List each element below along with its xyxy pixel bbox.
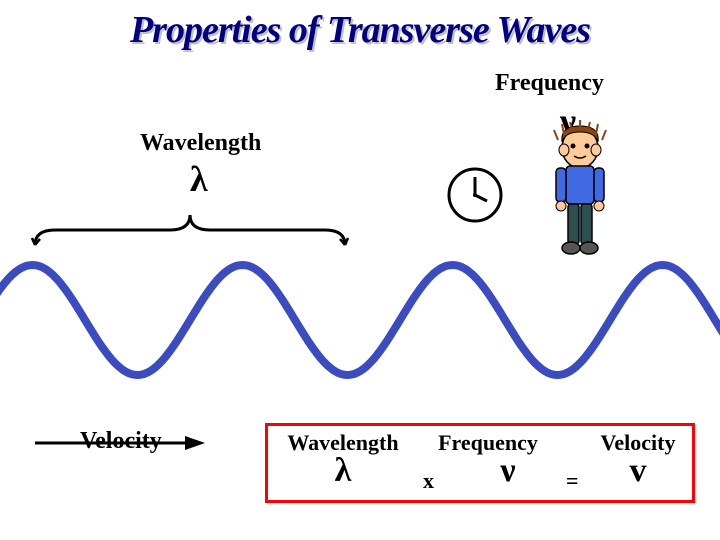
equation-box: Wavelength λ x Frequency ν = Velocity v xyxy=(265,423,695,503)
eq-equals-operator: = xyxy=(566,468,579,494)
page-title: Properties of Transverse Waves xyxy=(130,8,590,52)
transverse-wave xyxy=(0,250,720,390)
eq-nu-symbol: ν xyxy=(463,452,553,490)
person-icon xyxy=(540,120,620,260)
eq-term-frequency: Frequency ν xyxy=(423,430,553,490)
velocity-arrow-icon xyxy=(35,433,205,453)
clock-icon xyxy=(445,165,505,225)
wavelength-label: Wavelength xyxy=(140,130,261,157)
eq-term-wavelength: Wavelength λ xyxy=(278,430,408,490)
eq-v-symbol: v xyxy=(588,452,688,490)
eq-frequency-label: Frequency xyxy=(423,430,553,456)
lambda-symbol: λ xyxy=(190,158,208,200)
frequency-label: Frequency xyxy=(495,70,604,97)
eq-lambda-symbol: λ xyxy=(278,452,408,490)
eq-term-velocity: Velocity v xyxy=(588,430,688,490)
wavelength-brace xyxy=(30,210,350,250)
